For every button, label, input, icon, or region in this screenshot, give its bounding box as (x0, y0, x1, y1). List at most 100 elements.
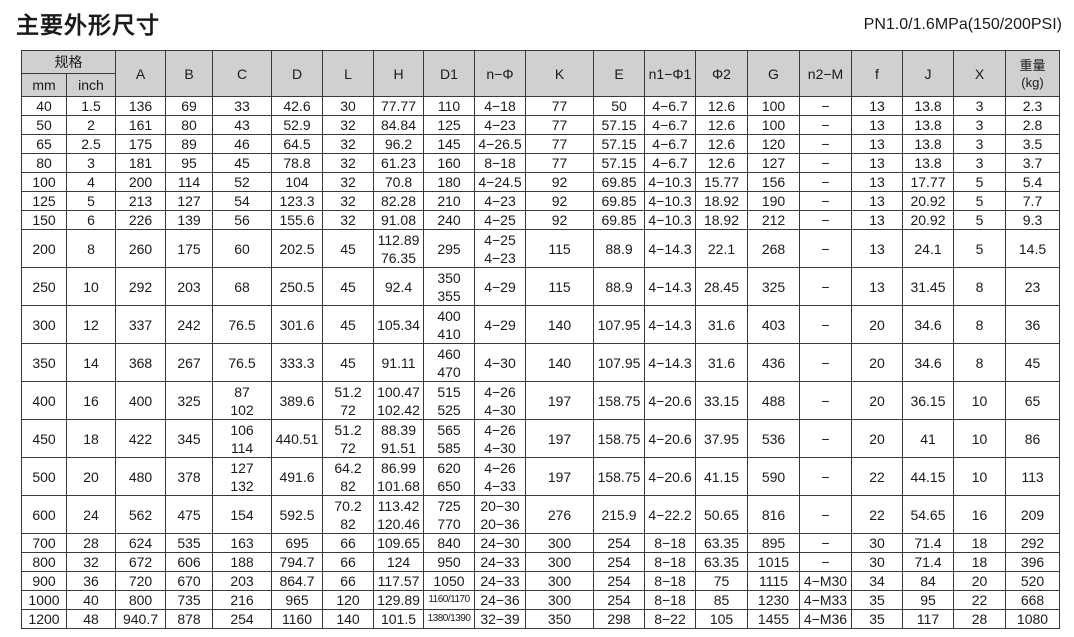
table-row: 500 20 480 378 127 132 491.6 64.2 82 86.99 101.… (21, 457, 1060, 496)
table-cell: 50 (21, 115, 67, 135)
table-cell: 3 (66, 153, 116, 173)
table-cell: 50.65 (695, 495, 748, 534)
table-cell: 91.08 (373, 210, 424, 230)
table-row: 900 36 720 670 203 864.7 66 117.57 1050 24−33 300 2… (21, 571, 1060, 591)
table-cell: 422 (115, 419, 166, 458)
table-cell: 624 (115, 533, 166, 553)
table-cell: 20.92 (902, 191, 954, 211)
table-cell: 154 (212, 495, 272, 534)
table-cell: 1000 (21, 590, 67, 610)
table-cell: 670 (165, 571, 213, 591)
table-cell: 80 (165, 115, 213, 135)
table-cell: 175 (115, 134, 166, 154)
table-cell: 24−33 (474, 571, 526, 591)
table-cell: 140 (322, 609, 374, 629)
table-cell: 260 (115, 229, 166, 268)
table-cell: 350 (21, 343, 67, 382)
table-row: 400 16 400 325 87 102 389.6 51.2 72 100.47 102.… (21, 381, 1060, 420)
table-cell: 250 (21, 267, 67, 306)
table-cell: 216 (212, 590, 272, 610)
table-cell: 17.77 (902, 172, 954, 192)
table-cell: 10 (953, 419, 1006, 458)
table-cell: 210 (423, 191, 475, 211)
table-cell: 145 (423, 134, 475, 154)
table-cell: 3.5 (1005, 134, 1060, 154)
table-cell: 113.42 120.46 (373, 495, 424, 534)
table-cell: 45 (322, 229, 374, 268)
table-cell: 71.4 (902, 533, 954, 553)
table-row: 65 2.5 175 89 46 64.5 32 96.2 145 4−26.5 77 57.15 4−… (21, 134, 1060, 154)
table-cell: 4−26 4−30 (474, 419, 526, 458)
table-cell: 106 114 (212, 419, 272, 458)
table-cell: 46 (212, 134, 272, 154)
table-cell: 78.8 (271, 153, 323, 173)
table-cell: 70.2 82 (322, 495, 374, 534)
table-cell: 4 (66, 172, 116, 192)
table-cell: 250.5 (271, 267, 323, 306)
column-header: A (115, 50, 166, 97)
table-cell: 48 (66, 609, 116, 629)
table-cell: 8−22 (644, 609, 696, 629)
table-cell: 940.7 (115, 609, 166, 629)
table-cell: 60 (212, 229, 272, 268)
table-cell: 45 (212, 153, 272, 173)
table-cell: − (799, 267, 852, 306)
table-cell: 20 (851, 305, 903, 344)
column-header: f (851, 50, 903, 97)
table-cell: 950 (423, 552, 475, 572)
column-header: G (747, 50, 800, 97)
table-cell: 895 (747, 533, 800, 553)
table-cell: 92 (525, 191, 594, 211)
column-header: K (525, 50, 594, 97)
table-cell: 5 (953, 210, 1006, 230)
table-cell: 127 (165, 191, 213, 211)
table-cell: 8 (953, 305, 1006, 344)
table-cell: 840 (423, 533, 475, 553)
table-cell: 8 (953, 343, 1006, 382)
table-cell: 800 (115, 590, 166, 610)
table-cell: 32 (322, 134, 374, 154)
table-cell: 45 (322, 267, 374, 306)
table-cell: − (799, 343, 852, 382)
table-cell: 4−M30 (799, 571, 852, 591)
table-cell: 436 (747, 343, 800, 382)
table-cell: 85 (695, 590, 748, 610)
table-cell: 965 (271, 590, 323, 610)
table-cell: 117 (902, 609, 954, 629)
table-cell: 300 (525, 571, 594, 591)
table-cell: − (799, 96, 852, 116)
table-cell: 440.51 (271, 419, 323, 458)
table-cell: 4−26 4−33 (474, 457, 526, 496)
table-cell: 32 (322, 115, 374, 135)
table-cell: 1160/1170 (423, 590, 475, 610)
table-cell: − (799, 134, 852, 154)
table-row: 50 2 161 80 43 52.9 32 84.84 125 4−23 77 57.15 4−6.7… (21, 115, 1060, 135)
table-cell: 13 (851, 134, 903, 154)
table-cell: 110 (423, 96, 475, 116)
table-cell: 1115 (747, 571, 800, 591)
table-cell: 325 (165, 381, 213, 420)
table-cell: 5 (953, 229, 1006, 268)
table-cell: 333.3 (271, 343, 323, 382)
table-cell: 301.6 (271, 305, 323, 344)
table-cell: 95 (902, 590, 954, 610)
table-cell: 50 (593, 96, 645, 116)
table-cell: 864.7 (271, 571, 323, 591)
table-cell: 68 (212, 267, 272, 306)
table-cell: 800 (21, 552, 67, 572)
table-cell: 181 (115, 153, 166, 173)
table-cell: 8−18 (644, 552, 696, 572)
table-cell: 4−20.6 (644, 457, 696, 496)
table-cell: 794.7 (271, 552, 323, 572)
table-cell: 117.57 (373, 571, 424, 591)
table-cell: − (799, 305, 852, 344)
table-cell: 14.5 (1005, 229, 1060, 268)
table-cell: 77 (525, 115, 594, 135)
table-cell: 1050 (423, 571, 475, 591)
table-cell: 124 (373, 552, 424, 572)
table-cell: 34 (851, 571, 903, 591)
table-cell: 56 (212, 210, 272, 230)
column-header-mm: mm (21, 73, 67, 97)
table-cell: 13.8 (902, 153, 954, 173)
